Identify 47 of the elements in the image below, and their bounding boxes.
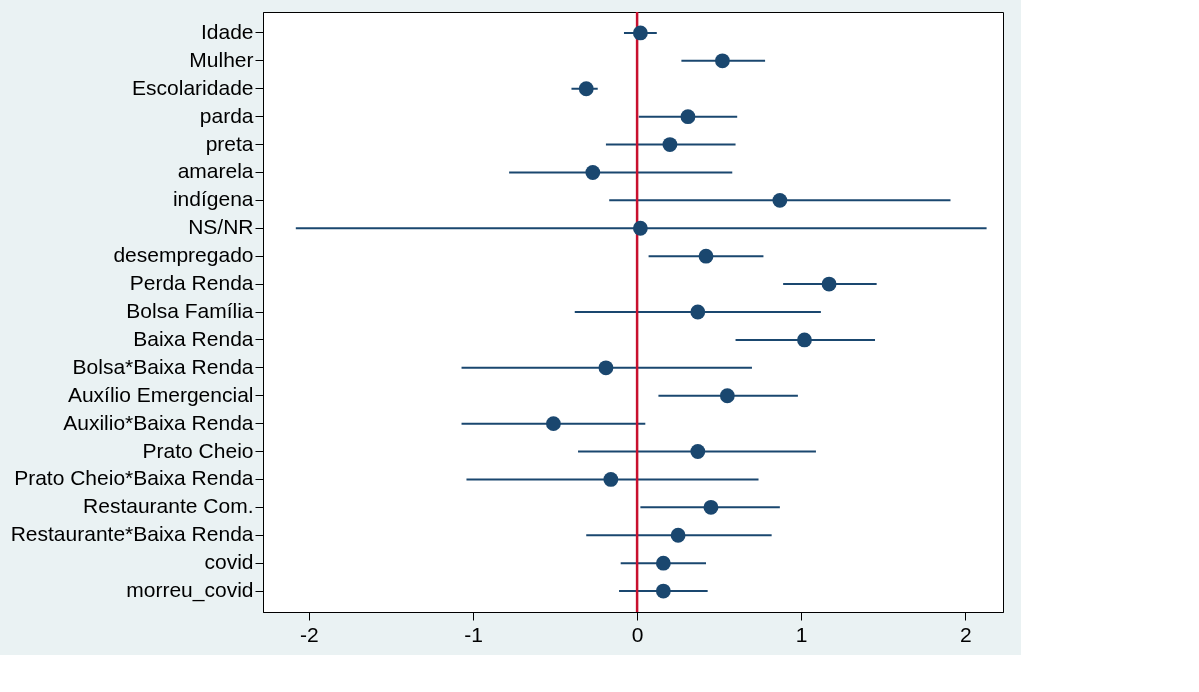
point bbox=[690, 444, 706, 459]
point bbox=[655, 583, 671, 599]
point bbox=[655, 555, 671, 571]
point bbox=[715, 53, 730, 69]
x-tick-label: 1 bbox=[795, 622, 808, 646]
point bbox=[670, 527, 686, 543]
point bbox=[632, 220, 648, 236]
point bbox=[585, 165, 601, 180]
point bbox=[662, 137, 678, 152]
y-tick-label: preta bbox=[205, 131, 254, 155]
point bbox=[698, 248, 714, 264]
y-tick-label: NS/NR bbox=[188, 215, 254, 239]
y-tick-label: Perda Renda bbox=[129, 271, 254, 295]
point bbox=[772, 192, 788, 208]
y-tick-label: Restaurante*Baixa Renda bbox=[10, 522, 254, 546]
point bbox=[603, 472, 619, 487]
y-tick-label: Escolaridade bbox=[132, 75, 254, 99]
point bbox=[578, 81, 594, 97]
point bbox=[546, 416, 561, 432]
y-tick-label: desempregado bbox=[113, 243, 254, 267]
y-tick-label: Mulher bbox=[189, 47, 254, 71]
point bbox=[797, 332, 812, 348]
point bbox=[703, 499, 719, 515]
y-tick-label: covid bbox=[204, 550, 254, 574]
point bbox=[690, 304, 706, 320]
point bbox=[821, 276, 837, 292]
point bbox=[719, 388, 735, 404]
y-tick-label: indígena bbox=[172, 187, 254, 211]
point bbox=[598, 360, 614, 376]
x-tick-label: -1 bbox=[464, 622, 483, 646]
y-tick-label: parda bbox=[199, 103, 254, 127]
x-tick-label: 0 bbox=[631, 622, 644, 646]
y-tick-label: Auxilio*Baixa Renda bbox=[63, 410, 254, 434]
y-tick-label: Bolsa Família bbox=[126, 299, 254, 322]
y-tick-label: Bolsa*Baixa Renda bbox=[72, 354, 254, 378]
y-tick-label: Prato Cheio*Baixa Renda bbox=[14, 466, 254, 490]
y-tick-label: Idade bbox=[200, 19, 254, 43]
x-tick-label: -2 bbox=[300, 622, 319, 646]
point bbox=[680, 109, 696, 125]
y-tick-label: morreu_covid bbox=[126, 578, 254, 603]
y-tick-label: amarela bbox=[177, 159, 254, 183]
x-tick-label: 2 bbox=[959, 622, 972, 646]
y-tick-label: Restaurante Com. bbox=[83, 494, 254, 518]
y-tick-label: Baixa Renda bbox=[133, 326, 254, 350]
y-tick-label: Auxílio Emergencial bbox=[67, 382, 254, 406]
point bbox=[632, 25, 648, 41]
y-tick-label: Prato Cheio bbox=[142, 438, 254, 462]
